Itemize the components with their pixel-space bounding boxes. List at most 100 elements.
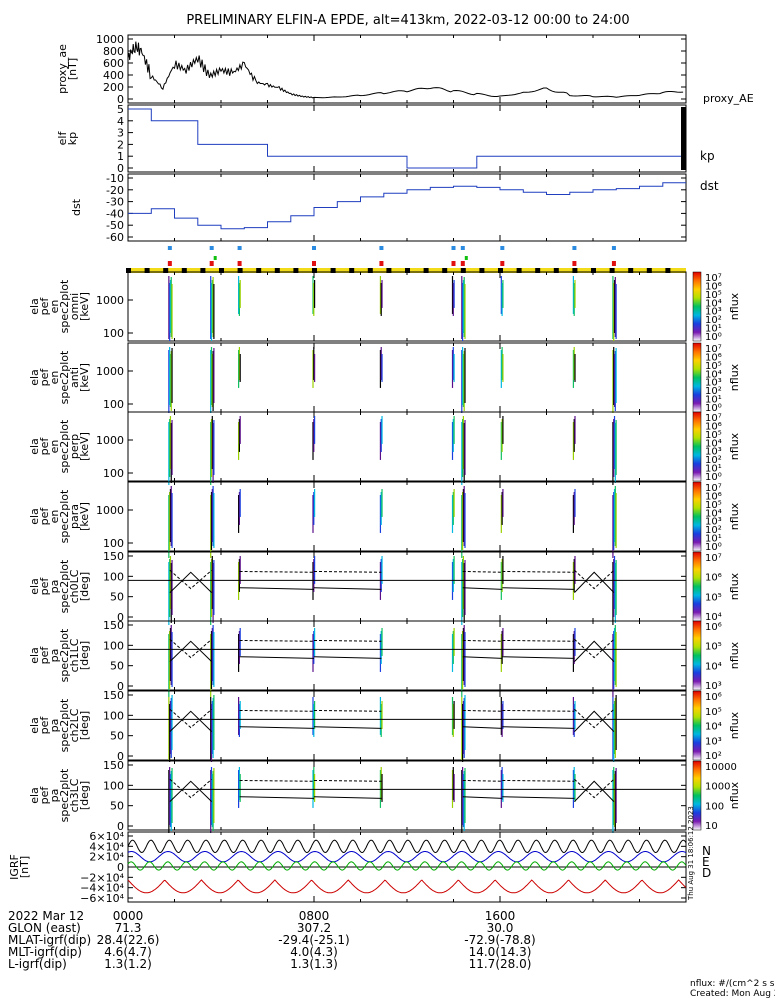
- igrf-tick-label: 6×10⁴: [89, 830, 124, 843]
- pitch-tick-label: 100: [103, 570, 124, 583]
- ae-legend-label: proxy_AE: [703, 92, 754, 105]
- colorbar-tick-label: 10⁵: [705, 430, 722, 441]
- y-axis-label: spec2plot: [58, 279, 71, 333]
- colorbar-tick-label: 10⁰: [705, 542, 722, 553]
- x-coord-value: 11.7(28.0): [469, 957, 532, 971]
- x-coord-value: 71.3: [115, 921, 142, 935]
- energy-tick-label: 1000: [96, 504, 124, 517]
- energy-tick-label: 100: [103, 398, 124, 411]
- y-axis-label: [deg]: [78, 641, 91, 670]
- colorbar-tick-label: 10⁰: [705, 472, 722, 483]
- loss-cone-line: [239, 726, 315, 729]
- y-axis-label: pef: [38, 297, 51, 316]
- anti-loss-cone-line: [574, 778, 615, 799]
- colorbar-tick-label: 10⁶: [705, 421, 722, 432]
- anti-loss-cone-line: [313, 639, 382, 642]
- kp-legend-label: kp: [700, 149, 715, 163]
- colorbar-tick-label: 10³: [705, 307, 722, 318]
- orbit-tick: [237, 268, 243, 273]
- orbit-tick: [200, 268, 206, 273]
- y-axis-label: pef: [38, 507, 51, 526]
- anti-loss-cone-line: [574, 708, 615, 729]
- y-axis-label: [deg]: [78, 781, 91, 810]
- x-coord-value: 4.0(4.3): [290, 945, 338, 959]
- energy-tick-label: 1000: [96, 434, 124, 447]
- colorbar: [692, 411, 702, 482]
- orbit-tick: [312, 268, 317, 273]
- orbit-tick: [219, 268, 224, 273]
- orbit-tick: [163, 268, 169, 273]
- dst-tick-label: -50: [106, 219, 124, 232]
- pitch-tick-label: 50: [110, 660, 124, 673]
- x-coord-value: -29.4(-25.1): [278, 933, 349, 947]
- x-coord-value: -72.9(-78.8): [464, 933, 535, 947]
- y-axis-label: ela: [28, 438, 41, 455]
- y-axis-label: pa: [48, 580, 61, 594]
- orbit-tick: [274, 268, 280, 273]
- orbit-tick: [293, 268, 299, 273]
- dst-tick-label: -60: [106, 231, 124, 244]
- orbit-tick: [126, 268, 131, 273]
- igrf-tick-label: −6×10⁴: [80, 892, 124, 905]
- anti-loss-cone-line: [313, 570, 382, 573]
- y-axis-label: spec2plot: [58, 419, 71, 473]
- y-axis-label: en: [48, 371, 61, 385]
- colorbar-tick-label: 10: [705, 821, 718, 832]
- y-axis-label: ela: [28, 787, 41, 804]
- loss-cone-line: [313, 587, 382, 590]
- y-axis-label: [nT]: [18, 856, 31, 878]
- colorbar-tick-label: 100: [705, 801, 724, 812]
- igrf-n-line: [127, 850, 687, 863]
- science-zone-marker: [460, 246, 465, 250]
- pitch-tick-label: 150: [103, 759, 124, 772]
- colorbar-tick-label: 10000: [705, 762, 737, 773]
- row-label: MLT-igrf(dip): [8, 945, 82, 959]
- y-axis-label: ela: [28, 647, 41, 664]
- orbit-tick: [516, 268, 522, 273]
- igrf-total-line: [127, 839, 687, 854]
- orbit-tick: [535, 268, 541, 273]
- pitch-tick-label: 100: [103, 779, 124, 792]
- ae-tick-label: 1000: [96, 33, 124, 46]
- science-zone-marker: [464, 256, 468, 260]
- loss-cone-line: [462, 656, 503, 659]
- y-axis-label: pa: [48, 789, 61, 803]
- x-coord-value: 1.3(1.2): [104, 957, 152, 971]
- igrf-tick-label: 4×10⁴: [89, 840, 124, 853]
- colorbar-tick-label: 1000: [705, 782, 730, 793]
- y-axis-label: pa: [48, 719, 61, 733]
- orbit-tick: [181, 268, 187, 273]
- anti-loss-cone-line: [462, 570, 503, 573]
- science-zone-marker: [611, 246, 616, 250]
- y-axis-label: spec2plot: [58, 698, 71, 752]
- colorbar-label: nflux: [728, 711, 741, 739]
- science-zone-marker: [500, 246, 505, 250]
- dst-legend-label: dst: [700, 179, 719, 193]
- energy-tick-label: 100: [103, 537, 124, 550]
- colorbar-tick-label: 10⁵: [705, 642, 722, 653]
- row-label: MLAT-igrf(dip): [8, 933, 91, 947]
- orbit-tick: [628, 268, 634, 273]
- colorbar-tick-label: 10²: [705, 315, 722, 326]
- colorbar-tick-label: 10¹: [705, 324, 722, 335]
- colorbar-tick-label: 10⁶: [705, 352, 722, 363]
- ae-tick-label: 200: [103, 81, 124, 94]
- science-zone-marker: [237, 261, 242, 266]
- orbit-tick: [572, 268, 578, 273]
- nflux-units-note: nflux: #/(cm^2 s sr MeV): [690, 979, 775, 989]
- colorbar-tick-label: 10⁷: [705, 553, 722, 564]
- pitch-tick-label: 50: [110, 800, 124, 813]
- colorbar-label: nflux: [728, 363, 741, 391]
- colorbar-tick-label: 10³: [705, 378, 722, 389]
- kp-tick-label: 3: [117, 127, 124, 140]
- y-axis-label: pa: [48, 649, 61, 663]
- y-axis-label: pef: [38, 716, 51, 735]
- colorbar-tick-label: 10⁵: [705, 707, 722, 718]
- y-axis-label: spec2plot: [58, 768, 71, 822]
- colorbar-label: nflux: [728, 641, 741, 669]
- x-coord-value: 28.4(22.6): [97, 933, 160, 947]
- science-zone-marker: [572, 246, 577, 250]
- igrf-legend-label: N: [702, 844, 711, 858]
- loss-cone-line: [313, 796, 382, 799]
